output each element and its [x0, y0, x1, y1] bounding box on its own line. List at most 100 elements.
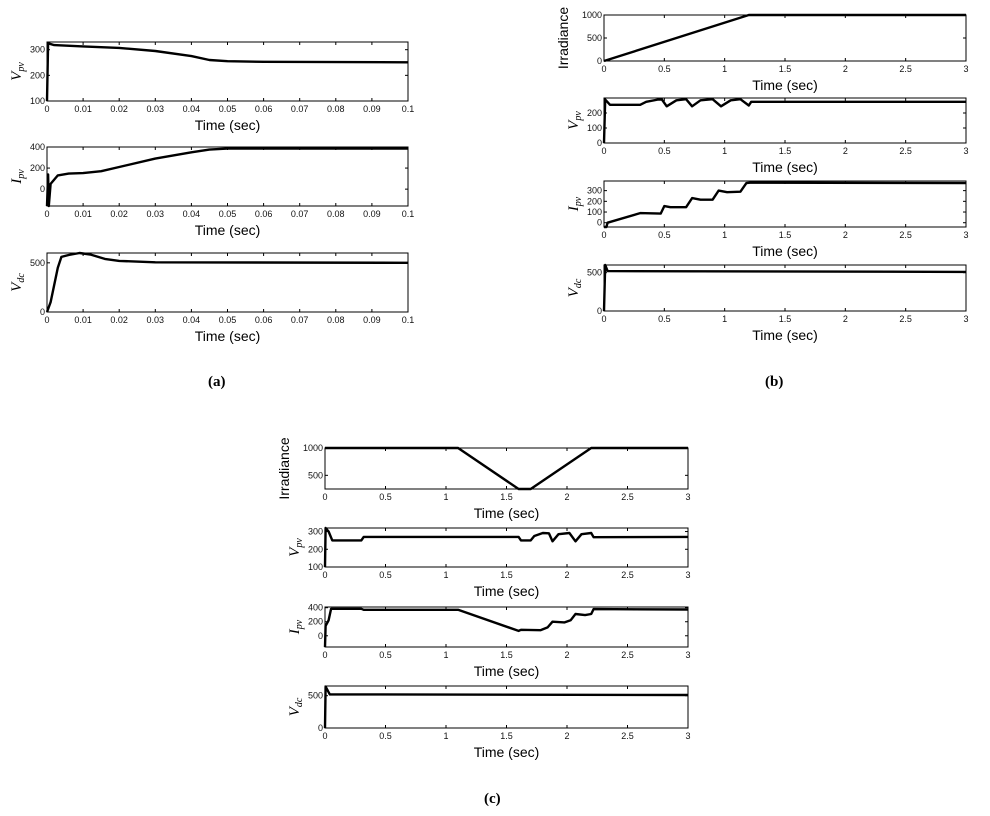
y-tick-label: 200 [30, 163, 45, 173]
x-tick-label: 0.5 [379, 731, 392, 741]
x-tick-label: 2.5 [621, 650, 634, 660]
x-tick-label: 2.5 [899, 314, 912, 324]
y-tick-label: 500 [587, 268, 602, 278]
x-tick-label: 2 [843, 64, 848, 74]
y-tick-label: 500 [30, 258, 45, 268]
subplot-2: 0 0.01 0.02 0.03 0.04 0.05 0.06 0.07 0.08 0.09 0.1… [9, 142, 414, 238]
y-tick-label: 0 [318, 723, 323, 733]
x-tick-label: 0.01 [74, 315, 92, 325]
series-line [602, 97, 966, 144]
x-tick-label: 0 [322, 731, 327, 741]
x-tick-label: 0.09 [363, 104, 381, 114]
x-tick-label: 1 [722, 146, 727, 156]
x-axis-label: Time (sec) [752, 327, 818, 343]
x-tick-label: 0.01 [74, 104, 92, 114]
y-tick-label: 500 [308, 470, 323, 480]
x-tick-label: 0.5 [379, 570, 392, 580]
axes-frame [603, 180, 967, 228]
y-axis-label: Ipv [287, 619, 305, 635]
x-tick-label: 0.08 [327, 104, 345, 114]
y-tick-label: 200 [587, 108, 602, 118]
x-tick-label: 1 [443, 492, 448, 502]
y-tick-label: 200 [30, 70, 45, 80]
x-tick-label: 3 [963, 230, 968, 240]
x-tick-label: 0 [601, 314, 606, 324]
y-tick-label: 0 [597, 138, 602, 148]
x-tick-label: 2.5 [621, 570, 634, 580]
y-tick-label: 300 [30, 45, 45, 55]
x-tick-label: 1 [722, 230, 727, 240]
y-tick-label: 200 [308, 544, 323, 554]
x-tick-label: 0.04 [183, 315, 201, 325]
axes-frame [324, 527, 689, 568]
series-line [45, 147, 408, 208]
x-tick-label: 0.02 [110, 315, 128, 325]
x-tick-label: 0.5 [658, 146, 671, 156]
x-tick-label: 0.02 [110, 209, 128, 219]
subplot-4: 0 0.5 1 1.5 2 2.5 3 0 500 1000 Time (sec) Irradianc… [555, 7, 969, 93]
subplot-7: 0 0.5 1 1.5 2 2.5 3 0 500 Time (sec) Vdc [566, 263, 969, 343]
x-tick-label: 2 [564, 570, 569, 580]
x-tick-label: 1.5 [500, 492, 513, 502]
x-tick-label: 2 [564, 731, 569, 741]
x-tick-label: 0 [601, 146, 606, 156]
x-tick-label: 3 [685, 650, 690, 660]
x-tick-label: 0.5 [379, 650, 392, 660]
x-tick-label: 2.5 [899, 146, 912, 156]
x-axis-label: Time (sec) [474, 744, 540, 760]
axes-frame [603, 14, 967, 62]
x-tick-label: 2 [843, 146, 848, 156]
x-tick-label: 0 [44, 209, 49, 219]
x-axis-label: Time (sec) [752, 159, 818, 175]
y-axis-label: Vdc [566, 278, 584, 297]
y-axis-label: Ipv [566, 196, 584, 212]
x-tick-label: 0.1 [402, 104, 415, 114]
subplot-10: 0 0.5 1 1.5 2 2.5 3 0 200 400 Time (sec) Ipv [287, 603, 691, 679]
x-tick-label: 0.05 [219, 315, 237, 325]
x-tick-label: 2.5 [621, 731, 634, 741]
x-tick-label: 0.07 [291, 209, 309, 219]
x-tick-label: 0 [601, 64, 606, 74]
y-tick-label: 0 [597, 56, 602, 66]
y-tick-label: 200 [308, 617, 323, 627]
y-tick-label: 100 [30, 96, 45, 106]
series-line [45, 251, 409, 313]
x-axis-label: Time (sec) [195, 117, 261, 133]
x-tick-label: 2 [564, 650, 569, 660]
y-tick-label: 100 [587, 123, 602, 133]
x-tick-label: 2 [843, 230, 848, 240]
x-tick-label: 0 [44, 315, 49, 325]
y-tick-label: 300 [308, 527, 323, 537]
x-tick-label: 0.06 [255, 315, 273, 325]
y-axis-label: Vpv [566, 111, 584, 130]
x-tick-label: 1 [722, 64, 727, 74]
y-tick-label: 0 [597, 218, 602, 228]
y-tick-label: 400 [308, 603, 323, 613]
series-line [323, 526, 689, 568]
y-axis-label: Vdc [9, 273, 27, 292]
x-tick-label: 0.5 [658, 64, 671, 74]
x-tick-label: 2.5 [899, 230, 912, 240]
y-axis-label: Vpv [9, 62, 27, 81]
y-tick-label: 100 [308, 562, 323, 572]
series-line [325, 446, 688, 491]
x-axis-label: Time (sec) [474, 663, 540, 679]
subplot-1: 0 0.01 0.02 0.03 0.04 0.05 0.06 0.07 0.08 0.09 0.1… [9, 41, 415, 133]
x-tick-label: 0.09 [363, 315, 381, 325]
x-tick-label: 1 [443, 731, 448, 741]
y-tick-label: 500 [308, 691, 323, 701]
y-tick-label: 200 [587, 196, 602, 206]
y-tick-label: 0 [40, 307, 45, 317]
x-tick-label: 3 [963, 64, 968, 74]
x-tick-label: 0.08 [327, 209, 345, 219]
x-tick-label: 0 [44, 104, 49, 114]
x-tick-label: 1.5 [500, 650, 513, 660]
subplot-9: 0 0.5 1 1.5 2 2.5 3 100 200 300 Time (sec) Vpv [287, 527, 691, 599]
x-tick-label: 0 [322, 570, 327, 580]
x-tick-label: 0 [322, 492, 327, 502]
x-tick-label: 0.1 [402, 315, 415, 325]
y-tick-label: 500 [587, 33, 602, 43]
y-tick-label: 400 [30, 142, 45, 152]
x-tick-label: 0.5 [658, 314, 671, 324]
